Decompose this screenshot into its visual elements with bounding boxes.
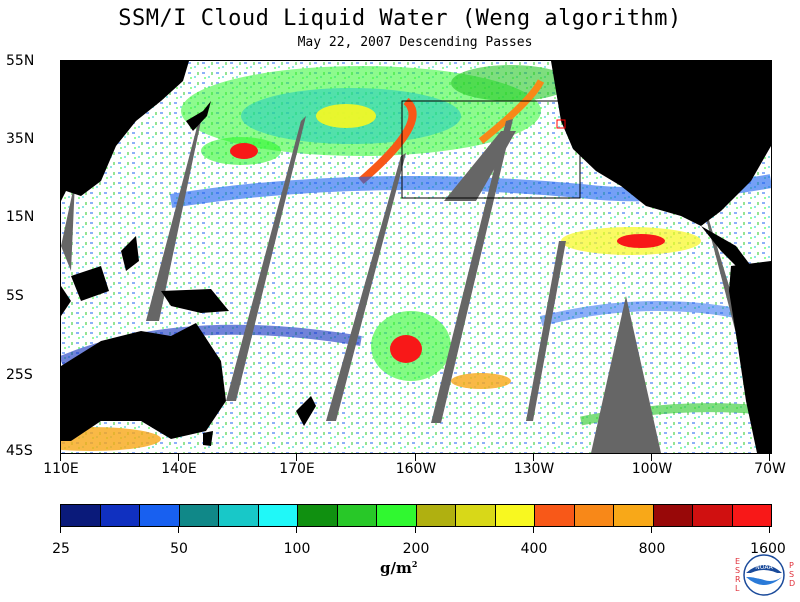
map-svg (61, 61, 771, 453)
sumatra (61, 286, 71, 316)
north-america (551, 61, 771, 226)
site-marker (556, 119, 566, 129)
lon-label-110e: 110E (43, 461, 79, 477)
new-guinea (161, 289, 229, 313)
japan (186, 101, 211, 131)
colorbar-swatch (416, 505, 456, 526)
colorbar-tick (296, 526, 297, 533)
lon-label-140e: 140E (161, 461, 197, 477)
colorbar-swatch (495, 505, 535, 526)
logo-center-text: NOAA (755, 564, 773, 571)
colorbar-swatch (732, 505, 771, 526)
colorbar-swatch (377, 505, 417, 526)
lon-tick (60, 453, 61, 461)
colorbar-units: g/m2 (380, 559, 417, 577)
swath-gap (431, 119, 513, 423)
colorbar-tick (178, 526, 179, 533)
swath-gap (61, 181, 75, 271)
colorbar-swatch (179, 505, 219, 526)
colorbar-label-400: 400 (520, 541, 548, 557)
swath-gap (326, 153, 406, 421)
borneo (71, 266, 109, 301)
colorbar-label-1600: 1600 (750, 541, 786, 557)
logo-esrl-text: ESRL (735, 557, 741, 593)
lon-tick (178, 453, 179, 461)
lon-label-170e: 170E (279, 461, 315, 477)
colorbar (60, 504, 772, 527)
asia-landmass (61, 61, 189, 201)
colorbar-swatch (258, 505, 298, 526)
swath-gaps (61, 116, 758, 453)
swath-gap (146, 121, 201, 321)
region-box (401, 100, 581, 199)
colorbar-label-25: 25 (52, 541, 70, 557)
lat-label-5s: 5S (6, 288, 24, 304)
new-zealand (296, 396, 316, 426)
australia (61, 323, 226, 441)
noaa-emblem: NOAA (743, 554, 785, 596)
lon-label-160w: 160W (395, 461, 437, 477)
lat-label-15n: 15N (6, 209, 35, 225)
colorbar-swatch (61, 505, 101, 526)
colorbar-swatch (219, 505, 259, 526)
colorbar-tick (415, 526, 416, 533)
central-america (701, 226, 751, 271)
units-text: g/m (380, 559, 412, 577)
swath-gap (526, 241, 566, 421)
colorbar-label-50: 50 (170, 541, 188, 557)
colorbar-swatch (337, 505, 377, 526)
units-exponent: 2 (411, 559, 418, 569)
lat-label-55n: 55N (6, 53, 35, 69)
lon-tick (415, 453, 416, 461)
colorbar-label-800: 800 (638, 541, 666, 557)
map-subtitle: May 22, 2007 Descending Passes (297, 35, 533, 50)
colorbar-tick (769, 526, 770, 533)
swath-gap (226, 116, 306, 401)
colorbar-label-100: 100 (283, 541, 311, 557)
colorbar-label-200: 200 (402, 541, 430, 557)
noaa-esrl-psd-logo: NOAA ESRL PSD (733, 553, 795, 598)
colorbar-swatch (140, 505, 180, 526)
colorbar-swatch (693, 505, 733, 526)
colorbar-tick (651, 526, 652, 533)
colorbar-swatch (298, 505, 338, 526)
tasmania (203, 431, 213, 446)
lon-tick (296, 453, 297, 461)
lon-tick (533, 453, 534, 461)
colorbar-swatch (653, 505, 693, 526)
lon-tick (651, 453, 652, 461)
swath-gap (444, 131, 516, 201)
lon-label-130w: 130W (513, 461, 555, 477)
swath-gap (591, 296, 661, 453)
lat-label-45s: 45S (6, 443, 33, 459)
logo-psd-text: PSD (789, 561, 796, 588)
colorbar-swatch (100, 505, 140, 526)
colorbar-swatch (535, 505, 575, 526)
lon-label-100w: 100W (631, 461, 673, 477)
land (61, 61, 771, 453)
map-title: SSM/I Cloud Liquid Water (Weng algorithm… (118, 6, 682, 31)
lon-label-70w: 70W (754, 461, 786, 477)
lon-tick (769, 453, 770, 461)
colorbar-swatch (456, 505, 496, 526)
lat-label-35n: 35N (6, 131, 35, 147)
colorbar-swatch (614, 505, 654, 526)
colorbar-tick (60, 526, 61, 533)
cloud-liquid-water-map (60, 60, 772, 454)
colorbar-swatch (574, 505, 614, 526)
lat-label-25s: 25S (6, 367, 33, 383)
south-america (729, 261, 771, 453)
colorbar-tick (533, 526, 534, 533)
philippines (121, 236, 139, 271)
